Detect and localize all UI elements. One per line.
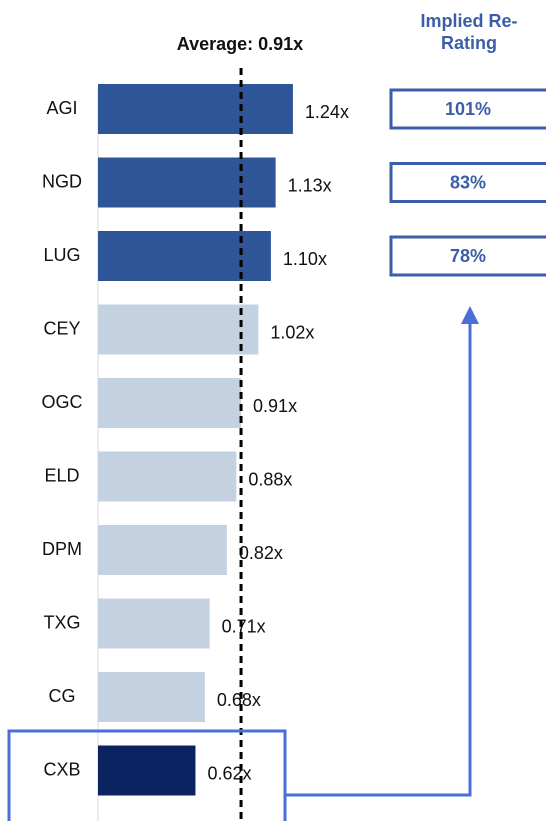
value-label: 0.62x [207, 763, 251, 783]
arrow [285, 322, 472, 797]
bar [98, 525, 227, 575]
category-label: AGI [46, 98, 77, 118]
rerating-box [389, 88, 546, 130]
category-label: LUG [43, 245, 80, 265]
rerating-box [389, 235, 546, 277]
value-label: 1.24x [305, 102, 349, 122]
arrow-head [461, 306, 479, 324]
value-label: 1.02x [270, 322, 314, 342]
bar [98, 378, 242, 428]
category-label: TXG [43, 612, 80, 632]
value-label: 1.13x [288, 175, 332, 195]
bar [98, 451, 237, 502]
average-label: Average: 0.91x [177, 34, 303, 54]
value-label: 0.68x [217, 690, 261, 710]
category-label: NGD [42, 171, 82, 191]
category-label: CXB [43, 759, 80, 779]
rerating-box [389, 162, 546, 203]
bar [98, 745, 196, 796]
rerating-title: Implied Re-Rating [420, 11, 518, 53]
value-label: 0.91x [253, 396, 297, 416]
value-label: 0.71x [222, 616, 266, 636]
bar [98, 672, 205, 722]
value-label: 0.82x [239, 543, 283, 563]
category-label: OGC [41, 392, 82, 412]
highlight-box [7, 729, 287, 821]
bar [98, 84, 293, 134]
rerating-label: 83% [450, 172, 486, 192]
bar [98, 304, 259, 355]
rerating-label: 101% [445, 99, 491, 119]
value-label: 0.88x [248, 469, 292, 489]
category-label: CEY [43, 318, 80, 338]
category-label: DPM [42, 539, 82, 559]
category-label: CG [49, 686, 76, 706]
bar [98, 598, 210, 649]
rerating-label: 78% [450, 246, 486, 266]
value-label: 1.10x [283, 249, 327, 269]
category-label: ELD [44, 465, 79, 485]
bar [98, 157, 276, 208]
bar [98, 231, 271, 281]
